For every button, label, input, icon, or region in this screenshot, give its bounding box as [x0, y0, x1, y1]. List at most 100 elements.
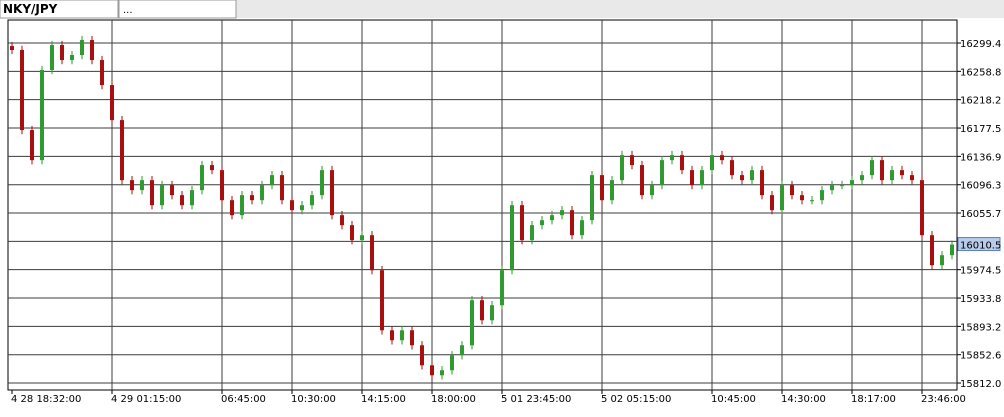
y-tick-label: 16218.2: [960, 96, 1001, 107]
candle-body: [790, 185, 794, 196]
x-tick-label: 4 29 01:15:00: [111, 394, 181, 405]
candle-body: [710, 155, 714, 171]
candle-body: [690, 170, 694, 186]
tab-label[interactable]: NKY/JPY: [3, 2, 58, 16]
candle-body: [680, 155, 684, 171]
candle-body: [30, 130, 34, 161]
candle-body: [170, 185, 174, 196]
candle-body: [930, 235, 934, 266]
candle-body: [150, 180, 154, 206]
x-tick-label: 10:45:00: [711, 394, 756, 405]
candle-body: [480, 300, 484, 321]
candle-body: [280, 175, 284, 201]
candle-body: [90, 40, 94, 61]
candle-body: [470, 300, 474, 346]
x-tick-label: 14:30:00: [781, 394, 826, 405]
candle-body: [830, 185, 834, 191]
last-price-box: [957, 237, 1001, 252]
candle-body: [590, 175, 594, 221]
candle-body: [890, 170, 894, 181]
y-tick-label: 15812.0: [960, 379, 1001, 390]
candle-body: [250, 195, 254, 201]
candle-body: [240, 195, 244, 216]
candle-body: [210, 165, 214, 171]
candle-body: [190, 190, 194, 206]
candle-body: [260, 185, 264, 201]
candle-body: [360, 235, 364, 241]
candle-body: [600, 175, 604, 201]
candle-body: [430, 365, 434, 376]
candle-body: [230, 200, 234, 216]
x-tick-label: 23:46:00: [921, 394, 966, 405]
y-tick-label: 16177.5: [960, 124, 1001, 135]
candle-body: [500, 270, 504, 306]
candle-body: [580, 220, 584, 236]
y-tick-label: 16299.4: [960, 39, 1001, 50]
candle-body: [780, 185, 784, 211]
candle-body: [300, 205, 304, 211]
candle-body: [60, 45, 64, 61]
y-tick-label: 15974.5: [960, 266, 1001, 277]
candle-body: [330, 170, 334, 216]
y-tick-label: 16258.8: [960, 67, 1001, 78]
candle-body: [630, 155, 634, 166]
x-tick-label: 10:30:00: [291, 394, 336, 405]
candle-body: [670, 155, 674, 161]
candle-body: [420, 345, 424, 366]
candle-body: [720, 155, 724, 161]
tab[interactable]: [0, 0, 119, 19]
candle-body: [510, 205, 514, 271]
y-tick-label: 15893.2: [960, 322, 1001, 333]
candle-body: [220, 170, 224, 201]
candle-body: [800, 195, 804, 201]
candle-body: [310, 195, 314, 206]
candle-body: [550, 215, 554, 221]
candle-body: [120, 120, 124, 181]
candle-body: [340, 215, 344, 226]
candle-body: [820, 190, 824, 201]
candle-body: [160, 185, 164, 206]
candle-body: [130, 180, 134, 191]
candle-body: [860, 175, 864, 181]
candle-body: [100, 60, 104, 86]
candle-body: [750, 170, 754, 181]
tab-bar: [0, 0, 1004, 18]
candle-body: [560, 210, 564, 216]
tab-label[interactable]: ...: [123, 5, 133, 16]
y-tick-label: 16096.3: [960, 181, 1001, 192]
candle-body: [410, 330, 414, 346]
candle-body: [400, 330, 404, 341]
candle-body: [200, 165, 204, 191]
candle-body: [900, 170, 904, 176]
candle-body: [490, 305, 494, 321]
candle-body: [770, 195, 774, 211]
y-tick-label: 15933.8: [960, 294, 1001, 305]
candle-body: [610, 180, 614, 201]
candle-body: [810, 200, 814, 202]
x-tick-label: 18:00:00: [431, 394, 476, 405]
candle-body: [370, 235, 374, 271]
x-tick-label: 4 28 18:32:00: [11, 394, 81, 405]
x-tick-label: 5 02 05:15:00: [601, 394, 671, 405]
candle-body: [320, 170, 324, 196]
candle-body: [270, 175, 274, 186]
candle-body: [840, 185, 844, 187]
tab[interactable]: [118, 0, 237, 19]
candle-body: [380, 270, 384, 331]
candle-body: [950, 244, 954, 256]
candle-body: [140, 180, 144, 191]
last-price-label: 16010.5: [960, 241, 1001, 252]
candle-body: [570, 210, 574, 236]
candle-body: [700, 170, 704, 186]
candle-body: [650, 185, 654, 196]
candle-body: [440, 370, 444, 376]
candle-body: [880, 160, 884, 181]
y-tick-label: 16136.9: [960, 152, 1001, 163]
candle-body: [740, 175, 744, 181]
y-tick-label: 16055.7: [960, 209, 1001, 220]
candle-body: [10, 46, 14, 50]
candle-body: [80, 40, 84, 56]
y-tick-label: 15852.6: [960, 351, 1001, 362]
x-tick-label: 5 01 23:45:00: [501, 394, 571, 405]
candle-body: [450, 355, 454, 371]
